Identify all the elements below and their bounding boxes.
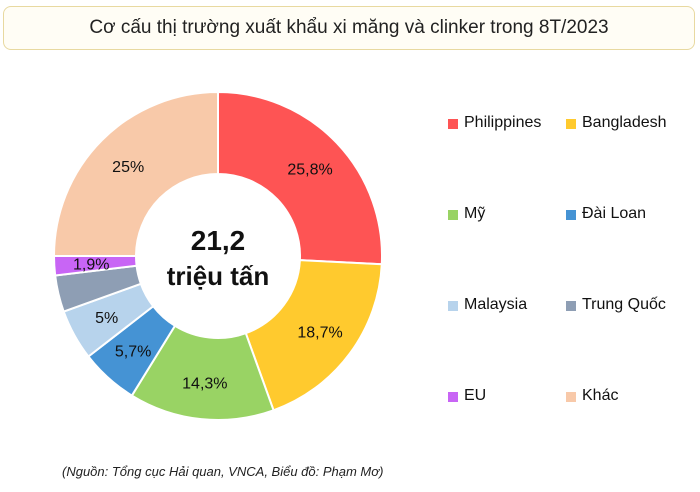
legend-item-eu: EU <box>448 387 566 478</box>
donut-slices <box>52 90 383 421</box>
legend-label: Mỹ <box>464 205 486 222</box>
legend-swatch <box>566 392 576 402</box>
legend-swatch <box>566 210 576 220</box>
slice-label-bangladesh: 18,7% <box>297 325 342 342</box>
legend-label: Đài Loan <box>582 205 647 222</box>
slice-label-eu: 1,9% <box>73 257 109 274</box>
legend-label: Bangladesh <box>582 114 667 131</box>
center-value: 21,2 <box>191 225 246 256</box>
legend-swatch <box>448 392 458 402</box>
slice-bangladesh <box>244 259 383 412</box>
legend-swatch <box>448 210 458 220</box>
legend-item-malaysia: Malaysia <box>448 296 566 387</box>
legend-label: EU <box>464 387 487 404</box>
slice-khác <box>52 90 219 257</box>
legend-label: Khác <box>582 387 619 404</box>
slice-label-philippines: 25,8% <box>287 161 332 178</box>
chart-title: Cơ cấu thị trường xuất khẩu xi măng và c… <box>3 6 695 50</box>
legend-item-philippines: Philippines <box>448 114 566 205</box>
legend-label: Malaysia <box>464 296 528 313</box>
legend-swatch <box>448 119 458 129</box>
slice-label-malaysia: 5% <box>95 310 118 327</box>
legend-item-đài-loan: Đài Loan <box>566 205 696 296</box>
source-note: (Nguồn: Tổng cục Hải quan, VNCA, Biểu đồ… <box>62 464 384 479</box>
slice-philippines <box>217 90 383 266</box>
legend-item-khác: Khác <box>566 387 696 478</box>
legend-swatch <box>566 119 576 129</box>
legend-item-trung-quốc: Trung Quốc <box>566 296 696 387</box>
legend-item-mỹ: Mỹ <box>448 205 566 296</box>
legend-label: Philippines <box>464 114 542 131</box>
legend-label: Trung Quốc <box>582 296 666 313</box>
legend-swatch <box>566 301 576 311</box>
legend-item-bangladesh: Bangladesh <box>566 114 696 205</box>
slice-label-mỹ: 14,3% <box>182 375 227 392</box>
slice-label-khác: 25% <box>112 159 144 176</box>
slice-labels: 25,8% 18,7% 14,3% 5,7% 5% 1,9% 25% <box>73 159 343 392</box>
legend-swatch <box>448 301 458 311</box>
slice-label-đài-loan: 5,7% <box>115 343 151 360</box>
center-unit: triệu tấn <box>167 261 270 291</box>
legend: Philippines Bangladesh Mỹ Đài Loan Malaysia T… <box>448 114 700 414</box>
